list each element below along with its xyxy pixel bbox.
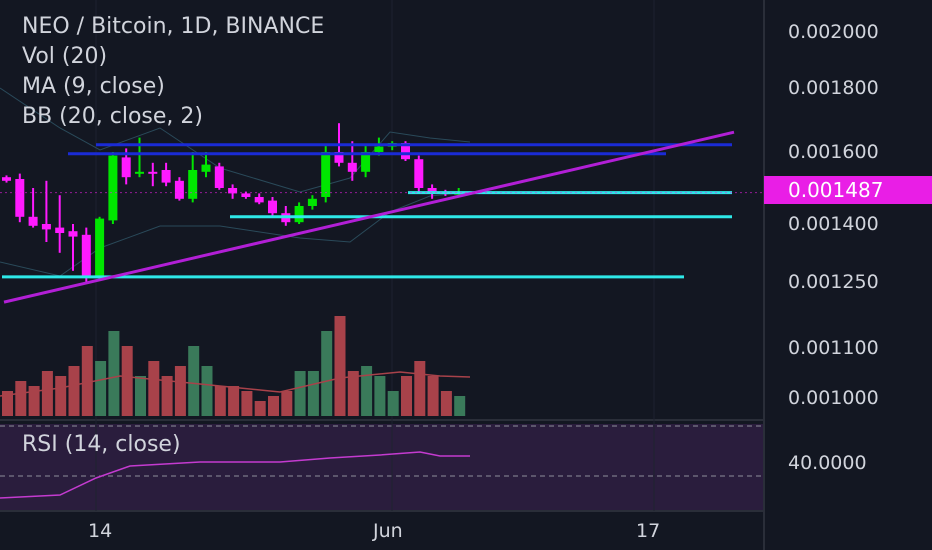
volume-bar <box>440 391 452 416</box>
candle-body <box>148 171 158 174</box>
volume-bar <box>148 361 160 416</box>
current-price-tag: 0.001487 <box>764 176 932 204</box>
volume-indicator-label[interactable]: Vol (20) <box>22 44 108 69</box>
volume-bar <box>201 366 213 416</box>
volume-bar <box>108 331 120 416</box>
candle-body <box>68 231 78 237</box>
volume-bar <box>161 376 173 416</box>
candle-body <box>268 200 277 214</box>
volume-bar <box>28 386 40 416</box>
volume-bar <box>281 391 293 416</box>
candle-body <box>2 177 11 181</box>
volume-bar <box>401 376 412 416</box>
candle-body <box>427 188 437 192</box>
y-tick-0: 0.002000 <box>788 21 879 43</box>
volume-bar <box>414 361 426 416</box>
volume-bar <box>174 366 186 416</box>
volume-bar <box>2 391 13 416</box>
bb-lower-band <box>0 191 471 277</box>
y-tick-1: 0.001800 <box>788 77 879 99</box>
volume-bar <box>307 371 319 416</box>
volume-bar <box>454 396 466 416</box>
volume-bar <box>321 331 333 416</box>
rsi-tick: 40.0000 <box>788 452 867 474</box>
candle-body <box>41 224 51 230</box>
rsi-indicator-label[interactable]: RSI (14, close) <box>22 432 181 457</box>
ma-indicator-label[interactable]: MA (9, close) <box>22 74 165 99</box>
volume-bar <box>374 376 386 416</box>
candle-body <box>228 188 238 194</box>
volume-bar <box>214 386 226 416</box>
volume-bar <box>294 371 306 416</box>
y-tick-2: 0.001600 <box>788 141 879 163</box>
rsi-line <box>0 451 470 499</box>
bb-upper-band <box>0 87 471 193</box>
bb-indicator-label[interactable]: BB (20, close, 2) <box>22 104 203 129</box>
y-tick-3: 0.001400 <box>788 213 879 235</box>
y-tick-4: 0.001250 <box>788 271 879 293</box>
volume-bar <box>55 376 67 416</box>
volume-bar <box>15 381 27 416</box>
volume-bar <box>427 376 439 416</box>
x-tick-jun: Jun <box>373 520 403 542</box>
candle-body <box>188 170 198 199</box>
volume-bar <box>241 391 253 416</box>
candle-body <box>174 180 184 199</box>
candle-body <box>55 227 65 233</box>
candle-body <box>201 164 211 172</box>
candle-body <box>81 234 91 277</box>
candle-body <box>401 143 410 160</box>
candle-body <box>374 146 384 152</box>
candle-body <box>254 197 264 203</box>
volume-bar <box>334 316 346 416</box>
trendline <box>3 130 735 304</box>
y-tick-5: 0.001100 <box>788 337 879 359</box>
candle-body <box>28 216 38 226</box>
candle-body <box>95 218 105 278</box>
volume-bar <box>228 386 240 416</box>
volume-bar <box>188 346 200 416</box>
volume-bar <box>121 346 133 416</box>
volume-bar <box>347 371 359 416</box>
volume-bar <box>135 376 146 416</box>
candle-body <box>161 170 171 183</box>
volume-bar <box>254 401 266 416</box>
volume-bar <box>81 346 93 416</box>
candle-body <box>108 155 118 221</box>
volume-bar <box>268 396 279 416</box>
x-tick-17: 17 <box>636 520 661 542</box>
volume-bar <box>41 371 53 416</box>
volume-ma-line <box>0 371 471 397</box>
candle-body <box>214 166 224 188</box>
candle-body <box>15 179 25 217</box>
candle-body <box>321 152 331 197</box>
candle-body <box>121 157 131 178</box>
y-tick-6: 0.001000 <box>788 387 879 409</box>
candle-body <box>347 162 357 172</box>
volume-bar <box>361 366 373 416</box>
candle-body <box>307 198 317 206</box>
candle-body <box>241 193 251 197</box>
candle-body <box>135 171 144 174</box>
candle-body <box>414 159 424 188</box>
candle-body <box>361 152 371 172</box>
x-tick-14: 14 <box>88 520 113 542</box>
chart-title: NEO / Bitcoin, 1D, BINANCE <box>22 14 325 39</box>
volume-bar <box>68 366 80 416</box>
volume-bar <box>95 361 107 416</box>
candle-body <box>334 152 344 163</box>
volume-bar <box>387 391 399 416</box>
candle-body <box>294 206 304 223</box>
